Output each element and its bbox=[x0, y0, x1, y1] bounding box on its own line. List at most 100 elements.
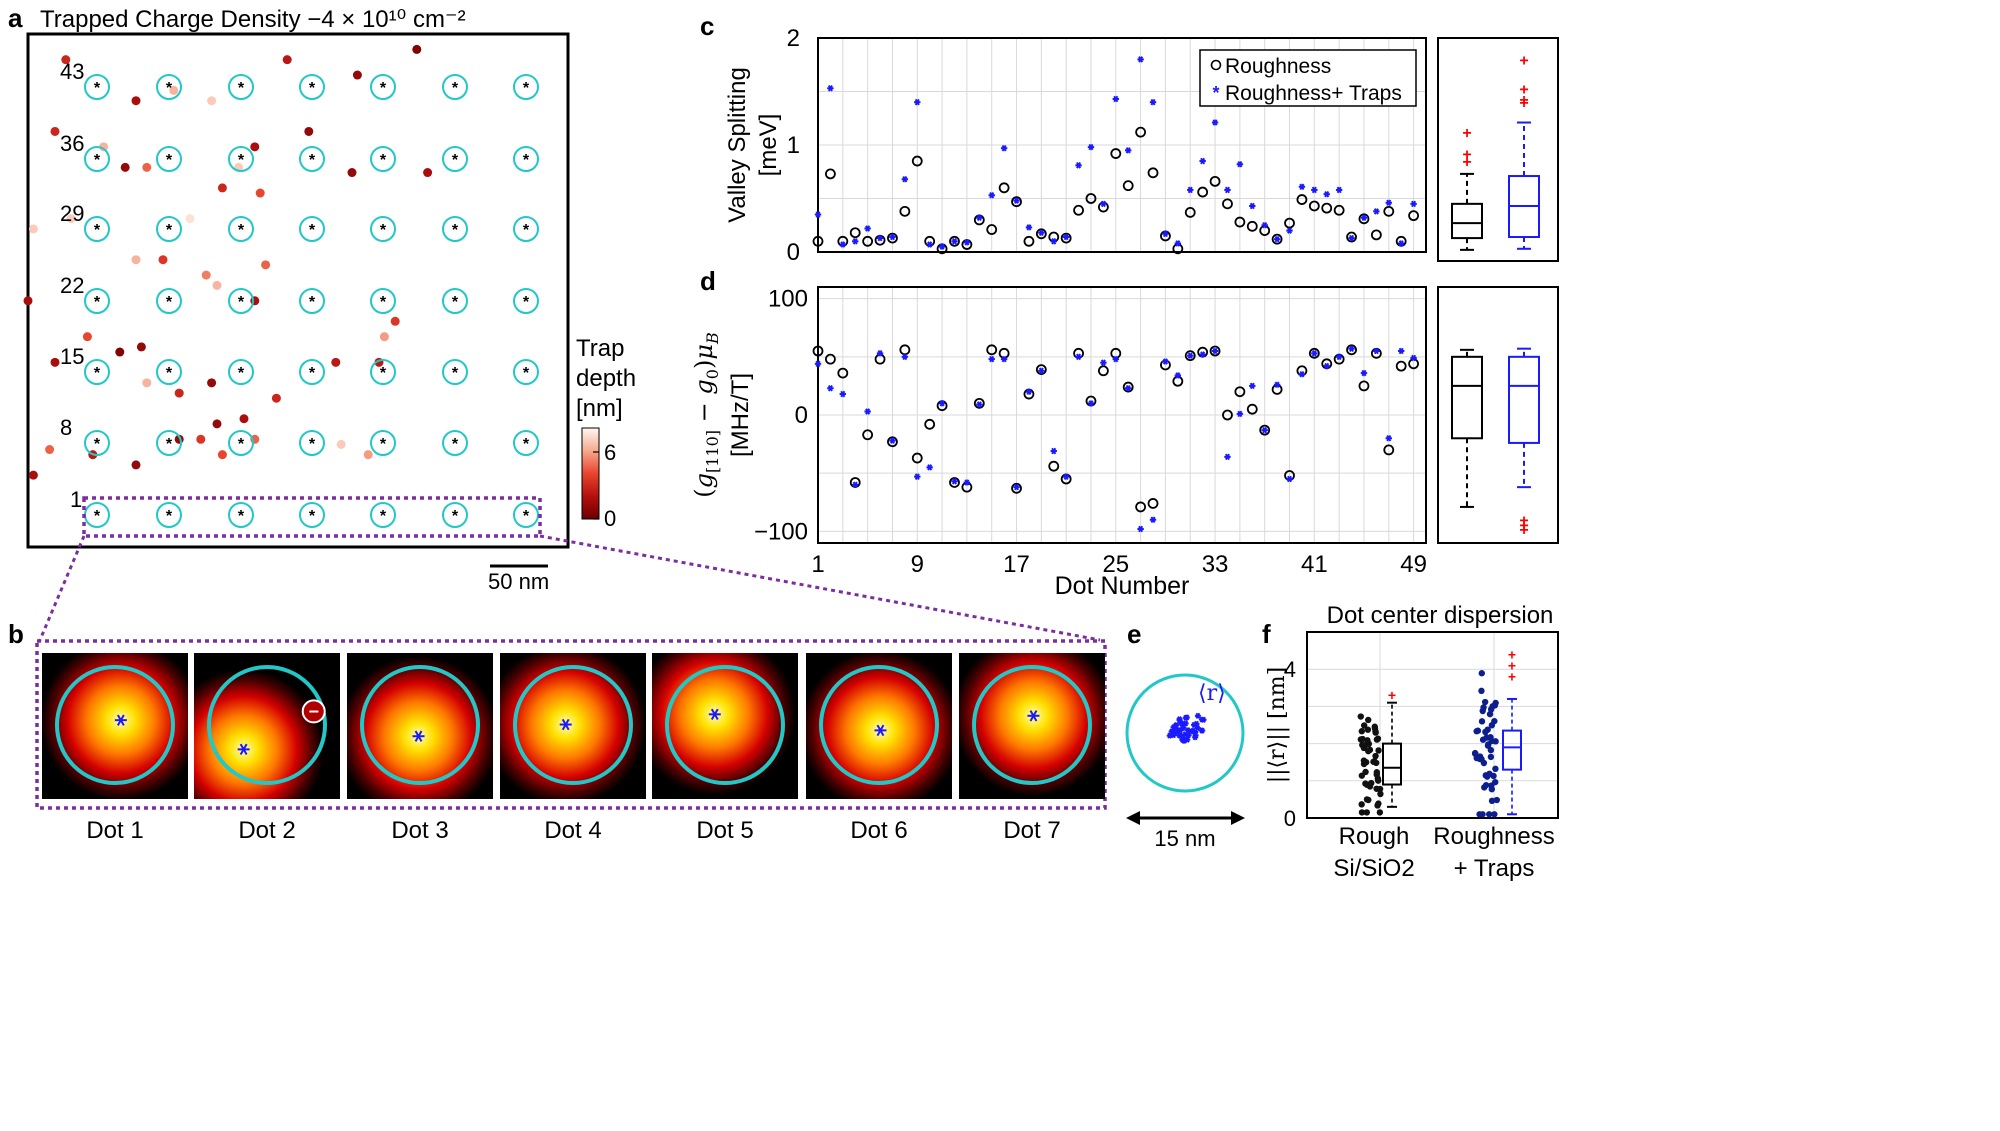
traps-point bbox=[1410, 354, 1417, 362]
dot-ring bbox=[156, 502, 182, 528]
asterisk-stroke bbox=[964, 479, 970, 486]
asterisk-stroke bbox=[1001, 355, 1007, 363]
dot-ring bbox=[228, 288, 254, 314]
center-point bbox=[1194, 712, 1201, 719]
minus-icon: − bbox=[308, 701, 319, 721]
traps-point bbox=[951, 478, 958, 485]
rough-point bbox=[1374, 802, 1381, 809]
roughness-point bbox=[1333, 204, 1345, 216]
asterisk-stroke bbox=[1195, 724, 1201, 732]
f-axes bbox=[1306, 631, 1559, 819]
wavefunction-heatmap bbox=[42, 653, 188, 799]
traps-point bbox=[1249, 382, 1256, 390]
wavefunction-heatmap bbox=[652, 653, 798, 799]
traps-point bbox=[963, 479, 971, 486]
traps-point bbox=[1224, 453, 1231, 461]
dot-center-star: * bbox=[94, 222, 101, 239]
category-label: + Traps bbox=[1454, 855, 1535, 882]
d-tick-labels: −100 0 100 1 9 17 25 33 41 49 bbox=[754, 286, 1427, 578]
dot-center-star: * bbox=[238, 80, 245, 97]
traps-point bbox=[1286, 227, 1293, 234]
asterisk-stroke bbox=[927, 464, 933, 471]
asterisk-stroke bbox=[1373, 208, 1379, 215]
traps-point bbox=[1062, 473, 1070, 480]
asterisk-stroke bbox=[1178, 719, 1184, 727]
y-tick-label: 0 bbox=[787, 239, 800, 266]
traps-point bbox=[1492, 778, 1499, 786]
arrow-right-icon bbox=[1231, 811, 1245, 825]
traps-point bbox=[1273, 381, 1281, 389]
asterisk-stroke bbox=[1063, 233, 1069, 241]
asterisk-stroke bbox=[902, 353, 908, 361]
dot-ring bbox=[228, 146, 254, 172]
roughness-point bbox=[1308, 347, 1320, 359]
traps-point bbox=[1112, 95, 1119, 103]
traps-point bbox=[1187, 186, 1194, 194]
asterisk-stroke bbox=[989, 192, 995, 199]
e-scale-label: 15 nm bbox=[1154, 826, 1215, 851]
asterisk-stroke bbox=[865, 225, 871, 232]
legend-box bbox=[1199, 49, 1417, 107]
roughness-point bbox=[986, 224, 998, 235]
asterisk-stroke bbox=[1336, 186, 1342, 194]
rough-point bbox=[1358, 809, 1366, 816]
asterisk-stroke bbox=[1311, 350, 1317, 357]
box-body bbox=[1508, 355, 1540, 444]
traps-point bbox=[1397, 240, 1405, 247]
c-tick-labels: 0 1 2 bbox=[787, 25, 800, 266]
asterisk-stroke bbox=[1175, 240, 1181, 247]
traps-point bbox=[814, 360, 822, 368]
roughness-point bbox=[1122, 180, 1134, 192]
traps-point bbox=[1335, 186, 1343, 194]
dot-ring bbox=[207, 665, 327, 785]
traps-point bbox=[1493, 796, 1501, 804]
traps-point bbox=[1000, 144, 1008, 152]
traps-point bbox=[1478, 687, 1485, 695]
asterisk-stroke bbox=[840, 390, 846, 398]
trap-label-line-1: Trap bbox=[576, 335, 624, 362]
outlier-marker: + bbox=[1462, 125, 1471, 142]
center-point bbox=[1176, 716, 1183, 723]
trap-point bbox=[304, 126, 314, 136]
roughness-point bbox=[849, 227, 861, 239]
asterisk-stroke bbox=[1200, 157, 1206, 165]
asterisk-stroke bbox=[877, 234, 883, 242]
dot-center-star: * bbox=[523, 222, 530, 239]
dot-ring bbox=[513, 502, 539, 528]
box-body bbox=[1502, 729, 1522, 771]
dot-ring bbox=[228, 359, 254, 385]
traps-point bbox=[1481, 784, 1488, 791]
asterisk-stroke bbox=[1182, 731, 1188, 738]
asterisk-stroke bbox=[1100, 200, 1106, 208]
roughness-point bbox=[924, 418, 936, 430]
panel-a-title: Trapped Charge Density −4 × 10¹⁰ cm⁻² bbox=[40, 6, 466, 33]
dot-center-star: * bbox=[238, 294, 245, 311]
roughness-point bbox=[911, 452, 923, 464]
dot-ring bbox=[299, 502, 325, 528]
trap-point bbox=[174, 388, 184, 398]
y-axis-label: Valley Splitting bbox=[724, 67, 751, 223]
asterisk-stroke bbox=[1173, 721, 1179, 729]
legend-asterisk-icon: * bbox=[1212, 83, 1219, 103]
dot-center-star: * bbox=[452, 508, 459, 525]
trap-point bbox=[255, 188, 265, 198]
dot-center-star: * bbox=[309, 222, 316, 239]
asterisk-stroke bbox=[1349, 234, 1355, 242]
asterisk-stroke bbox=[414, 730, 423, 742]
trap-point bbox=[120, 162, 130, 172]
panel-c: c 0 1 2 Valley Splitting [meV] Roughness * … bbox=[700, 11, 1559, 266]
dot-center-marker bbox=[1027, 710, 1040, 722]
dot-ring bbox=[84, 430, 110, 456]
dot-center-star: * bbox=[309, 436, 316, 453]
dot-ring bbox=[442, 216, 468, 242]
dot-tile: Dot 6 bbox=[806, 653, 952, 844]
roughness-point bbox=[986, 344, 998, 356]
dot-ring bbox=[513, 430, 539, 456]
asterisk-stroke bbox=[1249, 382, 1255, 390]
scalebar-label: 50 nm bbox=[488, 569, 549, 594]
dot-center-marker bbox=[559, 718, 572, 731]
colorbar-tick-label: 6 bbox=[604, 440, 616, 465]
roughness-point bbox=[1011, 482, 1022, 494]
traps-point bbox=[864, 408, 871, 415]
